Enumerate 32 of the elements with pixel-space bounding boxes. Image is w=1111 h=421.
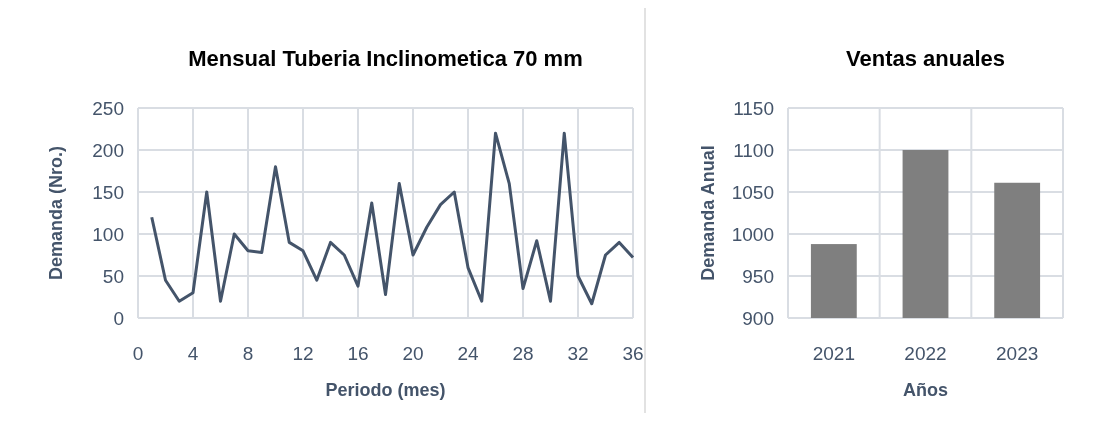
x-axis-title: Periodo (mes)	[325, 380, 446, 400]
x-tick-label: 4	[187, 343, 199, 364]
y-axis-title: Demanda (Nro.)	[46, 145, 66, 281]
y-tick-label: 100	[92, 223, 124, 245]
y-tick-label: 1050	[731, 181, 774, 203]
x-tick-label: 8	[242, 343, 254, 364]
y-tick-label: 200	[92, 139, 124, 161]
x-tick-label: 12	[292, 343, 314, 364]
x-axis-title: Años	[903, 380, 948, 400]
y-tick-label: 150	[92, 181, 124, 203]
x-tick-label: 2021	[812, 343, 855, 364]
y-tick-label: 1150	[733, 97, 774, 119]
line-series	[150, 131, 635, 306]
x-tick-label: 24	[457, 343, 479, 364]
x-tick-label: 2022	[904, 343, 947, 364]
y-tick-label: 0	[113, 307, 124, 329]
y-tick-label: 1100	[733, 139, 774, 161]
y-tick-label: 950	[742, 265, 774, 287]
x-tick-label: 0	[132, 343, 144, 364]
x-tick-label: 20	[402, 343, 424, 364]
x-tick-label: 32	[567, 343, 589, 364]
x-tick-label: 2023	[996, 343, 1039, 364]
y-tick-label: 900	[742, 307, 774, 329]
y-tick-label: 250	[92, 97, 124, 119]
y-axis-title: Demanda Anual	[698, 145, 718, 281]
x-tick-label: 16	[347, 343, 369, 364]
x-tick-label: 36	[622, 343, 644, 364]
chart-title: Mensual Tuberia Inclinometica 70 mm	[188, 46, 583, 71]
y-tick-label: 50	[102, 265, 124, 287]
x-tick-label: 28	[512, 343, 534, 364]
y-tick-label: 1000	[731, 223, 774, 245]
chart-title: Ventas anuales	[846, 46, 1005, 71]
